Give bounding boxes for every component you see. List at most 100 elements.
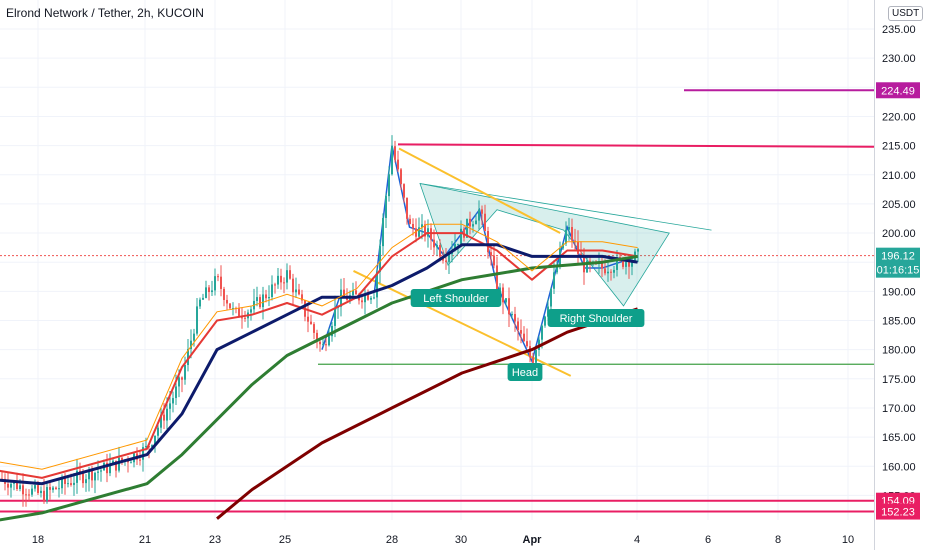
candle-body xyxy=(532,357,534,363)
candle-body xyxy=(328,336,330,346)
price-tick-label: 205.00 xyxy=(882,199,916,211)
candle-body xyxy=(433,239,435,248)
candle-body xyxy=(607,271,609,274)
time-axis[interactable]: 18 21 23 25 28 30 Apr 4 6 8 10 xyxy=(0,520,874,550)
time-tick-label: 28 xyxy=(386,534,398,546)
candle-body xyxy=(331,325,333,337)
ma-mid-line xyxy=(0,243,638,486)
candle-body xyxy=(154,435,156,446)
candle-body xyxy=(310,321,312,325)
candle-body xyxy=(220,276,222,289)
candle-body xyxy=(490,252,492,256)
candle-body xyxy=(172,398,174,404)
candle-body xyxy=(334,308,336,326)
candle-body xyxy=(139,459,141,461)
price-tick-label: 220.00 xyxy=(882,111,916,123)
price-label-152-bg xyxy=(876,503,920,520)
candle-body xyxy=(88,470,90,480)
candle-body xyxy=(277,275,279,285)
currency-badge[interactable]: USDT xyxy=(888,6,924,21)
price-tick-label: 175.00 xyxy=(882,374,916,386)
candle-body xyxy=(19,485,21,490)
candle-body xyxy=(151,445,153,447)
candle-body xyxy=(85,479,87,484)
price-tick-label: 190.00 xyxy=(882,286,916,298)
candle-body xyxy=(367,294,369,300)
candle-body xyxy=(55,487,57,490)
candle-body xyxy=(586,260,588,273)
price-axis-ticks: 235.00230.00225.00220.00215.00210.00205.… xyxy=(876,24,920,520)
candle-body xyxy=(625,261,627,267)
candle-body xyxy=(31,488,33,495)
price-tick-label: 180.00 xyxy=(882,345,916,357)
left-shoulder-label-bg xyxy=(410,289,502,307)
price-label-last-bg xyxy=(876,247,920,278)
time-tick-label: 6 xyxy=(705,534,711,546)
candle-body xyxy=(91,470,93,481)
candle-body xyxy=(73,482,75,485)
candle-body xyxy=(412,223,414,229)
candle-body xyxy=(454,243,456,251)
candle-body xyxy=(166,408,168,421)
candle-body xyxy=(43,490,45,501)
price-axis[interactable]: 235.00230.00225.00220.00215.00210.00205.… xyxy=(874,0,932,550)
candle-body xyxy=(229,303,231,309)
candle-body xyxy=(238,308,240,318)
candle-body xyxy=(514,314,516,322)
ma-long-line xyxy=(216,307,639,520)
candle-body xyxy=(256,297,258,301)
candle-body xyxy=(526,341,528,347)
candle-body xyxy=(193,333,195,341)
candle-body xyxy=(280,275,282,283)
candle-body xyxy=(418,227,420,237)
candle-body xyxy=(322,344,324,346)
candle-body xyxy=(232,308,234,310)
price-label-last: 196.12 xyxy=(881,251,915,263)
candle-body xyxy=(202,297,204,300)
price-label-152: 152.23 xyxy=(881,507,915,519)
candle-body xyxy=(274,284,276,286)
candle-body xyxy=(34,485,36,489)
candle-body xyxy=(178,377,180,387)
candle-body xyxy=(175,386,177,399)
candle-body xyxy=(439,245,441,257)
time-tick-label: 8 xyxy=(775,534,781,546)
candle-body xyxy=(457,243,459,245)
candle-body xyxy=(109,464,111,474)
candle-body xyxy=(214,276,216,291)
price-tick-label: 230.00 xyxy=(882,53,916,65)
candle-body xyxy=(361,300,363,303)
candle-body xyxy=(292,278,294,293)
candle-body xyxy=(313,324,315,333)
moving-averages xyxy=(0,223,639,522)
candle-body xyxy=(268,297,270,299)
candle-body xyxy=(610,271,612,273)
candle-body xyxy=(556,266,558,273)
candle-body xyxy=(223,288,225,300)
candle-body xyxy=(40,490,42,494)
candle-body xyxy=(370,297,372,300)
candle-body xyxy=(550,288,552,307)
candle-body xyxy=(508,298,510,315)
candle-body xyxy=(46,487,48,501)
candle-body xyxy=(385,196,387,218)
candle-body xyxy=(205,287,207,298)
candle-body xyxy=(496,265,498,291)
candle-body xyxy=(544,316,546,326)
price-tick-label: 210.00 xyxy=(882,170,916,182)
candle-body xyxy=(319,341,321,345)
time-tick-label: 25 xyxy=(279,534,291,546)
candle-body xyxy=(25,494,27,496)
candle-body xyxy=(343,289,345,297)
candle-body xyxy=(391,146,393,175)
pattern-labels: Left Shoulder Head Right Shoulder xyxy=(410,289,645,381)
candle-body xyxy=(424,224,426,237)
candle-body xyxy=(52,487,54,490)
candle-body xyxy=(460,228,462,244)
candle-body xyxy=(379,246,381,272)
candle-body xyxy=(226,299,228,304)
candle-body xyxy=(364,294,366,303)
candle-body xyxy=(502,287,504,303)
horizontal-levels xyxy=(0,89,875,513)
